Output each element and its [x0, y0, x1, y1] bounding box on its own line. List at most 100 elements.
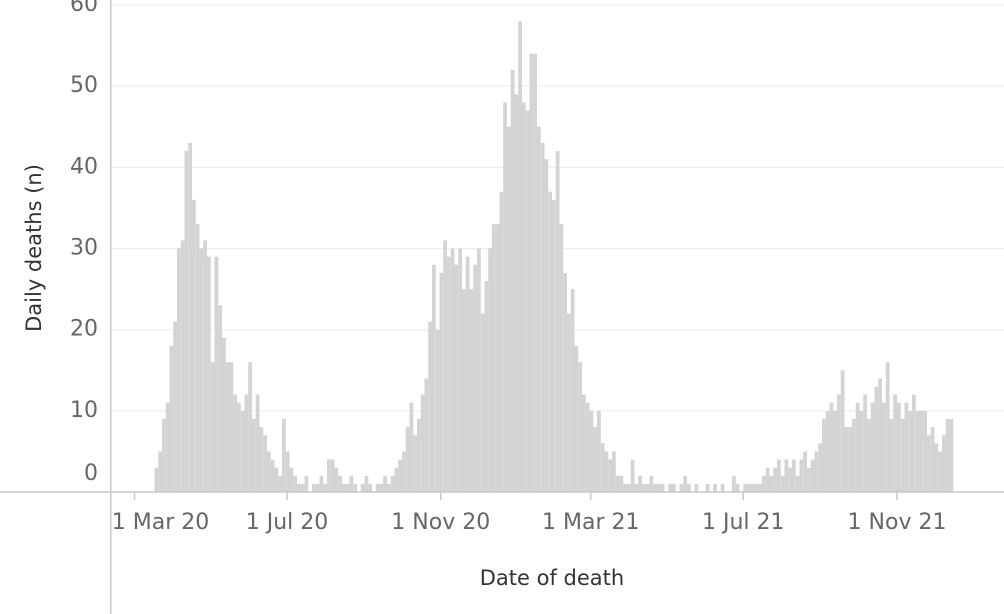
bar	[237, 402, 241, 492]
bar	[762, 475, 766, 492]
bar	[379, 483, 384, 492]
bar	[649, 475, 654, 492]
bar	[278, 475, 282, 492]
y-tick-label: 10	[70, 398, 98, 423]
y-tick-label: 40	[70, 154, 98, 179]
bar	[634, 483, 639, 492]
bar	[473, 264, 477, 492]
bar	[593, 427, 597, 492]
bar	[154, 467, 159, 492]
bar	[657, 483, 661, 492]
bar	[908, 410, 912, 492]
bar	[713, 483, 717, 492]
bar	[597, 410, 601, 492]
bar	[930, 427, 935, 492]
y-axis-title: Daily deaths (n)	[22, 164, 46, 332]
bar	[882, 402, 886, 492]
bar	[462, 289, 466, 492]
bar	[829, 402, 834, 492]
bar	[582, 394, 586, 492]
bar	[574, 345, 579, 492]
bar	[784, 459, 789, 492]
bar	[327, 459, 331, 492]
bar	[207, 256, 211, 492]
bar	[390, 475, 395, 492]
bar	[469, 289, 474, 492]
bar	[338, 475, 342, 492]
bar	[289, 467, 294, 492]
bar	[799, 459, 804, 492]
x-tick-label: 1 Mar 20	[112, 510, 210, 535]
bar	[863, 394, 867, 492]
bar	[435, 329, 440, 492]
bar	[233, 394, 237, 492]
bar	[792, 459, 796, 492]
bar	[915, 410, 920, 492]
bar	[949, 418, 954, 492]
x-tick-label: 1 Mar 21	[542, 510, 640, 535]
bar	[177, 248, 181, 492]
bar	[345, 483, 350, 492]
bar	[252, 418, 256, 492]
bar	[848, 427, 852, 492]
bar	[927, 435, 931, 492]
y-tick-label: 60	[70, 0, 98, 17]
bar	[285, 451, 290, 492]
bar	[169, 345, 174, 492]
bar	[383, 475, 387, 492]
bar	[608, 459, 612, 492]
bar	[795, 475, 800, 492]
bar	[735, 483, 740, 492]
bar	[229, 362, 234, 492]
bar	[439, 272, 444, 492]
bar	[747, 483, 751, 492]
bar	[615, 475, 620, 492]
bar	[552, 199, 556, 493]
x-axis-title: Date of death	[480, 566, 624, 590]
bar	[627, 483, 631, 492]
bar	[694, 483, 699, 492]
bar	[840, 370, 845, 492]
bar	[732, 475, 736, 492]
bar	[540, 142, 545, 492]
bar	[788, 467, 792, 492]
bar	[293, 475, 297, 492]
bar	[364, 475, 369, 492]
bar	[218, 305, 222, 492]
bar	[604, 451, 609, 492]
bar	[488, 248, 492, 492]
y-tick-label: 20	[70, 317, 98, 342]
bar	[600, 443, 605, 492]
bar	[885, 362, 890, 492]
bar	[443, 240, 447, 492]
bar	[349, 475, 354, 492]
bar	[270, 459, 275, 492]
bar	[900, 418, 905, 492]
bar	[405, 427, 410, 492]
bar	[158, 451, 162, 492]
bar	[240, 410, 245, 492]
bar	[559, 224, 564, 492]
bar	[687, 483, 691, 492]
bar	[537, 126, 541, 492]
bar	[248, 362, 252, 492]
bar	[630, 459, 635, 492]
bar	[334, 467, 339, 492]
bar	[424, 378, 429, 492]
bar	[589, 410, 594, 492]
bar	[837, 394, 841, 492]
bar	[668, 483, 672, 492]
bar	[368, 483, 372, 492]
bar	[750, 483, 755, 492]
bar	[342, 483, 346, 492]
bar	[282, 418, 286, 492]
bar	[555, 151, 560, 492]
bar	[672, 483, 676, 492]
bar	[394, 467, 399, 492]
bar	[919, 410, 924, 492]
bar	[454, 264, 459, 492]
bar	[567, 313, 571, 492]
bar	[480, 313, 485, 492]
bar	[578, 362, 582, 492]
